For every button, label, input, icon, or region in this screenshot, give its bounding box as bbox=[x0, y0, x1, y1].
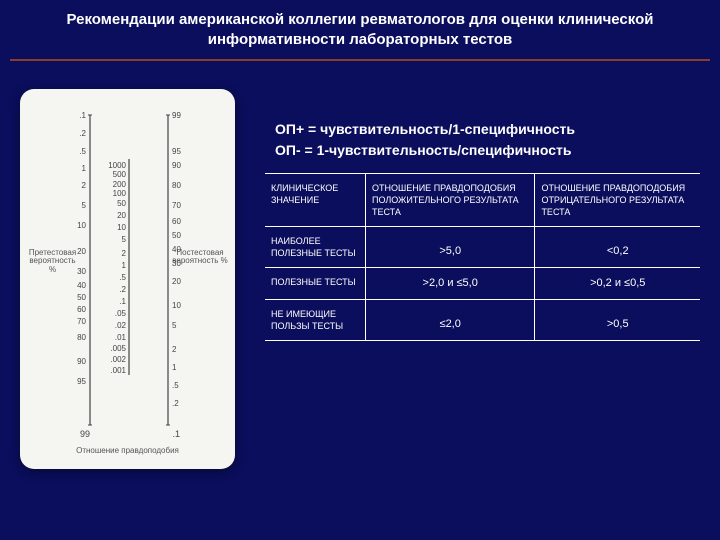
nomogram-tick: 30 bbox=[58, 267, 86, 276]
nomogram-tick: 2 bbox=[172, 345, 200, 354]
nomogram-tick: 90 bbox=[58, 357, 86, 366]
nomogram-tick: 20 bbox=[172, 277, 200, 286]
nomogram-tick: 200 bbox=[96, 180, 126, 189]
slide-title: Рекомендации американской коллегии ревма… bbox=[0, 0, 720, 59]
nomogram-tick: 1 bbox=[58, 164, 86, 173]
nomogram-tick: .5 bbox=[172, 381, 200, 390]
nomogram-tick: .5 bbox=[58, 147, 86, 156]
nomogram-tick: 10 bbox=[58, 221, 86, 230]
nomogram-tick: 40 bbox=[172, 245, 200, 254]
nomogram-tick: .2 bbox=[172, 399, 200, 408]
row-label: НЕ ИМЕЮЩИЕ ПОЛЬЗЫ ТЕСТЫ bbox=[265, 300, 365, 341]
nomogram-tick: 1000 bbox=[96, 161, 126, 170]
clinical-table: КЛИНИЧЕСКОЕ ЗНАЧЕНИЕ ОТНОШЕНИЕ ПРАВДОПОД… bbox=[265, 173, 700, 342]
row-neg: >0,5 bbox=[535, 300, 700, 341]
nomogram-br: .1 bbox=[172, 429, 180, 439]
nomogram-tick: 80 bbox=[58, 333, 86, 342]
nomogram-tick: 40 bbox=[58, 281, 86, 290]
nomogram-panel: Претестовая вероятность % Постестовая ве… bbox=[20, 89, 235, 469]
nomogram-tick: 80 bbox=[172, 181, 200, 190]
nomogram-tick: 5 bbox=[96, 235, 126, 244]
row-neg: <0,2 bbox=[535, 226, 700, 267]
formulas: ОП+ = чувствительность/1-специфичность О… bbox=[265, 119, 700, 161]
row-pos: ≤2,0 bbox=[365, 300, 534, 341]
nomogram-tick: 5 bbox=[172, 321, 200, 330]
nomogram-tick: 2 bbox=[96, 249, 126, 258]
nomogram-tick: .001 bbox=[96, 366, 126, 375]
nomogram-tick: .01 bbox=[96, 333, 126, 342]
nomogram-svg bbox=[20, 89, 235, 469]
th-lr-neg: ОТНОШЕНИЕ ПРАВДОПОДОБИЯ ОТРИЦАТЕЛЬНОГО Р… bbox=[535, 173, 700, 226]
content-area: Претестовая вероятность % Постестовая ве… bbox=[0, 79, 720, 469]
formula-op-plus: ОП+ = чувствительность/1-специфичность bbox=[275, 119, 700, 140]
nomogram-tick: 2 bbox=[58, 181, 86, 190]
table-row: НЕ ИМЕЮЩИЕ ПОЛЬЗЫ ТЕСТЫ ≤2,0 >0,5 bbox=[265, 300, 700, 341]
nomogram-tick: 1 bbox=[96, 261, 126, 270]
nomogram-tick: .005 bbox=[96, 344, 126, 353]
nomogram-tick: 99 bbox=[172, 111, 200, 120]
th-lr-pos: ОТНОШЕНИЕ ПРАВДОПОДОБИЯ ПОЛОЖИТЕЛЬНОГО Р… bbox=[365, 173, 534, 226]
right-panel: ОП+ = чувствительность/1-специфичность О… bbox=[265, 79, 700, 469]
nomogram-tick: 10 bbox=[172, 301, 200, 310]
nomogram-tick: 500 bbox=[96, 170, 126, 179]
row-neg: >0,2 и ≤0,5 bbox=[535, 268, 700, 300]
nomogram-tick: 95 bbox=[58, 377, 86, 386]
nomogram-tick: .05 bbox=[96, 309, 126, 318]
nomogram-tick: 60 bbox=[58, 305, 86, 314]
nomogram-tick: 100 bbox=[96, 189, 126, 198]
nomogram-tick: .2 bbox=[96, 285, 126, 294]
nomogram-tick: .02 bbox=[96, 321, 126, 330]
nomogram-bottom-label: Отношение правдоподобия bbox=[20, 446, 235, 455]
nomogram-tick: 70 bbox=[58, 317, 86, 326]
row-pos: >2,0 и ≤5,0 bbox=[365, 268, 534, 300]
nomogram-bl: 99 bbox=[80, 429, 90, 439]
nomogram-tick: 20 bbox=[58, 247, 86, 256]
row-label: ПОЛЕЗНЫЕ ТЕСТЫ bbox=[265, 268, 365, 300]
th-meaning: КЛИНИЧЕСКОЕ ЗНАЧЕНИЕ bbox=[265, 173, 365, 226]
nomogram-tick: .5 bbox=[96, 273, 126, 282]
nomogram-tick: 1 bbox=[172, 363, 200, 372]
nomogram-tick: 70 bbox=[172, 201, 200, 210]
nomogram-tick: 95 bbox=[172, 147, 200, 156]
nomogram-tick: 20 bbox=[96, 211, 126, 220]
nomogram-tick: 30 bbox=[172, 259, 200, 268]
nomogram-tick: 10 bbox=[96, 223, 126, 232]
nomogram-tick: 5 bbox=[58, 201, 86, 210]
divider bbox=[10, 59, 710, 61]
nomogram-tick: .1 bbox=[58, 111, 86, 120]
nomogram-tick: .002 bbox=[96, 355, 126, 364]
table-row: НАИБОЛЕЕ ПОЛЕЗНЫЕ ТЕСТЫ >5,0 <0,2 bbox=[265, 226, 700, 267]
nomogram-tick: 60 bbox=[172, 217, 200, 226]
row-label: НАИБОЛЕЕ ПОЛЕЗНЫЕ ТЕСТЫ bbox=[265, 226, 365, 267]
formula-op-minus: ОП- = 1-чувствительность/специфичность bbox=[275, 140, 700, 161]
nomogram-tick: 50 bbox=[172, 231, 200, 240]
nomogram-tick: .1 bbox=[96, 297, 126, 306]
nomogram-tick: 50 bbox=[58, 293, 86, 302]
nomogram-tick: .2 bbox=[58, 129, 86, 138]
nomogram-tick: 90 bbox=[172, 161, 200, 170]
row-pos: >5,0 bbox=[365, 226, 534, 267]
nomogram-tick: 50 bbox=[96, 199, 126, 208]
table-row: ПОЛЕЗНЫЕ ТЕСТЫ >2,0 и ≤5,0 >0,2 и ≤0,5 bbox=[265, 268, 700, 300]
